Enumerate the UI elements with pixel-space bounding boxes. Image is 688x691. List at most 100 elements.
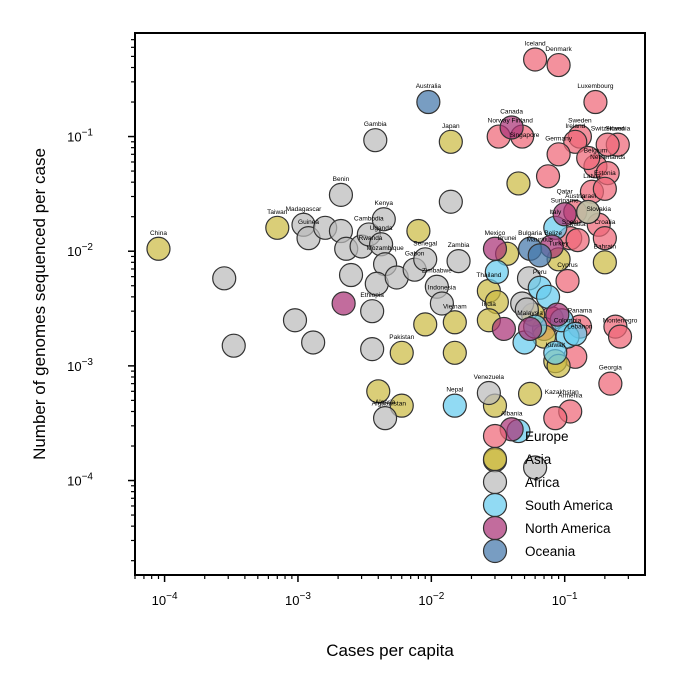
data-point [328, 182, 354, 207]
data-point [372, 406, 398, 431]
point-label: Malta [570, 221, 586, 228]
x-tick-label: 10−4 [152, 591, 178, 608]
data-point [598, 371, 623, 396]
data-point [563, 321, 588, 347]
point-label: Iceland [525, 40, 546, 47]
point-label: Senegal [413, 240, 437, 247]
data-point [543, 340, 568, 365]
data-point [265, 215, 290, 240]
y-axis-ticks: 10−4 10−3 10−2 10−1 [67, 128, 135, 489]
data-point [523, 455, 548, 480]
data-point [363, 128, 388, 153]
data-point [555, 268, 580, 294]
data-point [146, 236, 171, 261]
point-label: Georgia [599, 365, 623, 372]
legend-label: Africa [525, 475, 560, 490]
point-label: Peru [533, 269, 547, 276]
point-label: Mexico [485, 230, 506, 237]
minor-ticks [131, 39, 629, 579]
point-label: Finland [512, 118, 534, 125]
data-point [446, 248, 471, 274]
data-point [438, 129, 463, 154]
point-label: Kazakhstan [545, 389, 579, 396]
legend-label: Europe [525, 429, 569, 444]
data-point [406, 218, 431, 244]
point-label: Zimbabwe [422, 268, 452, 275]
point-label: Benin [333, 176, 350, 183]
point-label: Mauritius [527, 236, 554, 243]
data-point [429, 291, 454, 316]
x-tick-label: 10−3 [285, 591, 311, 608]
data-point [442, 393, 467, 418]
point-label: Lebanon [567, 323, 593, 330]
point-label: Latvia [583, 173, 601, 180]
data-point [546, 142, 571, 167]
data-point [527, 243, 552, 268]
data-point [413, 312, 438, 337]
legend-marker [482, 423, 508, 449]
point-label: Uganda [370, 225, 393, 232]
legend-label: North America [525, 521, 611, 536]
legend-marker [482, 446, 508, 472]
point-label: Switzerland [591, 126, 625, 133]
data-point [535, 164, 561, 189]
point-label: Bahrain [594, 243, 617, 250]
point-label: Spain [562, 219, 579, 226]
point-label: Vietnam [443, 303, 467, 310]
data-point [563, 129, 588, 154]
point-label: Gambia [364, 121, 387, 128]
data-point [595, 132, 620, 157]
y-tick-label: 10−1 [67, 128, 93, 145]
point-label: China [150, 230, 167, 237]
legend-marker [482, 492, 508, 518]
point-label: Denmark [545, 46, 572, 53]
data-point [543, 406, 568, 431]
x-axis-ticks: 10−4 10−3 10−2 10−1 [152, 575, 578, 608]
point-label: Belgium [584, 147, 607, 154]
data-point [552, 202, 577, 227]
point-label: Pakistan [389, 334, 414, 341]
point-label: Montenegro [603, 318, 638, 325]
point-label: Taiwan [267, 209, 288, 216]
point-label: India [482, 301, 496, 308]
data-point [546, 52, 571, 78]
data-point [212, 266, 237, 291]
data-point [413, 247, 438, 272]
point-label: Belize [544, 230, 562, 237]
data-point [506, 171, 531, 196]
point-label: Algeria [375, 399, 396, 406]
point-label: Zambia [448, 242, 470, 249]
point-label: Colombia [554, 318, 582, 325]
point-label: Japan [442, 123, 460, 130]
point-label: Cyprus [557, 262, 578, 269]
point-label: Israel [580, 193, 596, 200]
point-label: Kenya [375, 200, 394, 207]
data-point [338, 262, 364, 288]
y-tick-label: 10−2 [67, 242, 93, 259]
point-label: Albania [501, 410, 523, 417]
point-label: Cambodia [354, 215, 384, 222]
x-tick-label: 10−2 [418, 591, 444, 608]
data-point [583, 89, 608, 115]
point-label: Australia [416, 83, 442, 90]
data-point [565, 227, 590, 253]
point-label: Netherlands [590, 154, 626, 161]
data-point [517, 381, 543, 406]
point-label: Indonesia [428, 284, 457, 291]
legend-marker [482, 515, 508, 541]
point-label: Bulgaria [518, 230, 542, 237]
legend: Europe Asia Africa South America North Ameri… [482, 423, 613, 564]
point-label: Thailand [476, 272, 501, 279]
data-point [438, 189, 463, 214]
point-label: Sweden [568, 118, 592, 125]
point-label: Canada [500, 108, 523, 115]
data-point [371, 207, 396, 232]
point-label: Armenia [558, 392, 583, 399]
y-axis-title: Number of genomes sequenced per case [30, 148, 49, 460]
point-label: Nepal [446, 387, 464, 394]
point-label: Rwanda [359, 235, 383, 242]
data-point [331, 291, 356, 316]
data-point [221, 333, 246, 358]
data-point [607, 324, 633, 349]
